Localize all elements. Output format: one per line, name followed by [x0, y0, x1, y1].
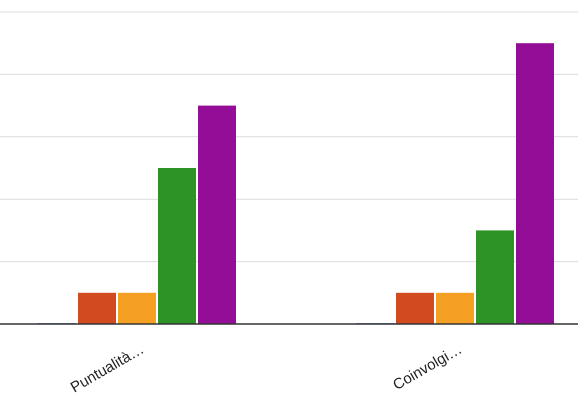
- bars: [38, 43, 554, 324]
- category-labels: Puntualità… Coinvolgi…: [68, 341, 465, 397]
- gridlines: [0, 11, 578, 263]
- bar[interactable]: [516, 43, 554, 324]
- bar[interactable]: [118, 292, 156, 324]
- bar[interactable]: [78, 292, 116, 324]
- category-tick-label: Coinvolgi…: [390, 341, 465, 394]
- bar[interactable]: [396, 292, 434, 324]
- bar[interactable]: [476, 230, 514, 324]
- bar[interactable]: [198, 105, 236, 324]
- bar[interactable]: [158, 168, 196, 324]
- bar[interactable]: [436, 292, 474, 324]
- category-tick-label: Puntualità…: [68, 341, 147, 397]
